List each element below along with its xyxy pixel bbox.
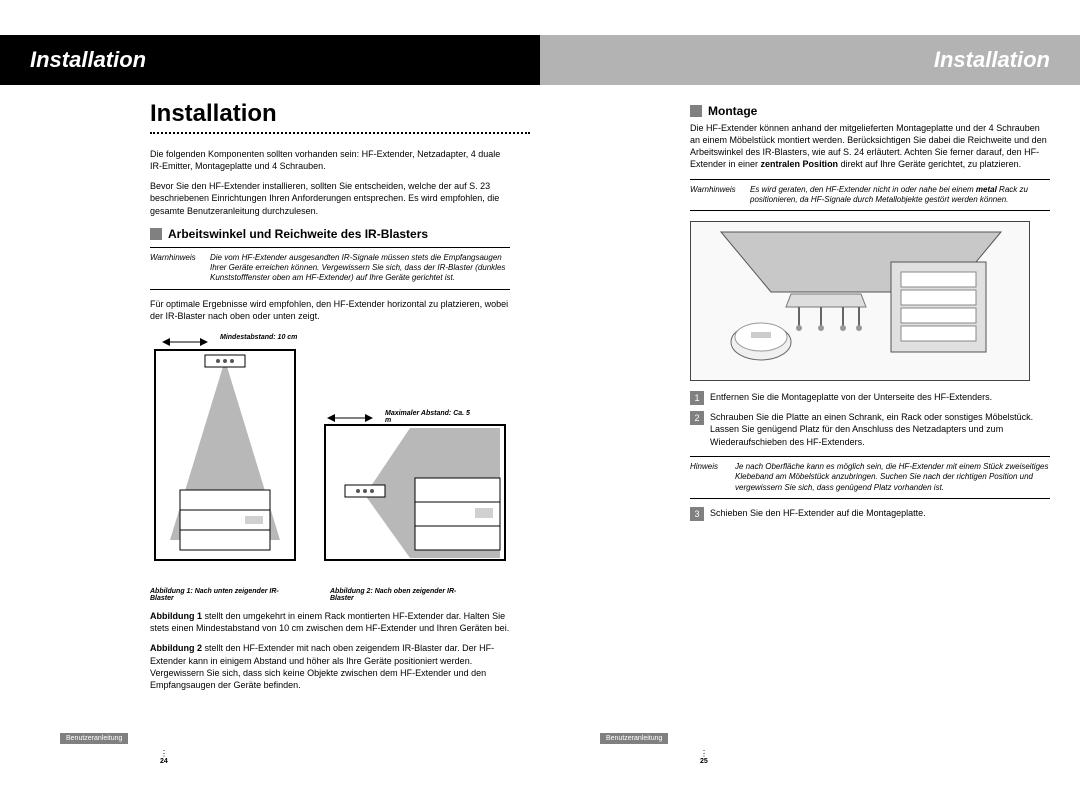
step2-b: Lassen Sie genügend Platz für den Anschl…: [710, 424, 1003, 446]
mount-figure: [690, 221, 1030, 381]
montage-intro-bold: zentralen Position: [761, 159, 839, 169]
para-optimal: Für optimale Ergebnisse wird empfohlen, …: [150, 298, 510, 322]
figure-svg: [150, 330, 510, 580]
warn-r-bold: metal: [976, 185, 997, 194]
footer-dots-left: ⋮: [60, 749, 510, 758]
step-text-1: Entfernen Sie die Montageplatte von der …: [710, 391, 1050, 405]
footer-pagenum-left: 24: [60, 758, 510, 765]
dotted-rule: [150, 132, 530, 134]
step-text-2: Schrauben Sie die Platte an einen Schran…: [710, 411, 1050, 447]
mount-svg: [691, 222, 1031, 382]
montage-title: Montage: [708, 104, 757, 118]
abb2-text: stellt den HF-Extender mit nach oben zei…: [150, 643, 494, 689]
warn-label: Warnhinweis: [150, 253, 210, 284]
intro-p1: Die folgenden Komponenten sollten vorhan…: [150, 148, 510, 172]
hint-box: Hinweis Je nach Oberfläche kann es mögli…: [690, 456, 1050, 499]
step2-a: Schrauben Sie die Platte an einen Schran…: [710, 412, 1033, 422]
header-title-left: Installation: [30, 47, 146, 73]
fig-label-max: Maximaler Abstand: Ca. 5 m: [385, 410, 475, 424]
step-3: 3 Schieben Sie den HF-Extender auf die M…: [690, 507, 1050, 521]
main-heading: Installation: [150, 100, 510, 128]
warn-r-a: Es wird geraten, den HF-Extender nicht i…: [750, 185, 976, 194]
step-2: 2 Schrauben Sie die Platte an einen Schr…: [690, 411, 1050, 447]
fig-cap-2: Abbildung 2: Nach oben zeigender IR-Blas…: [330, 588, 480, 602]
footer-left: Benutzeranleitung ⋮ 24: [60, 727, 510, 765]
section1-title: Arbeitswinkel und Reichweite des IR-Blas…: [168, 227, 428, 241]
header-bar-left: Installation: [0, 35, 540, 85]
warn-label-r: Warnhinweis: [690, 185, 750, 206]
footer-pagenum-right: 25: [600, 758, 1050, 765]
montage-intro-b: direkt auf Ihre Geräte gerichtet, zu pla…: [838, 159, 1021, 169]
footer-dots-right: ⋮: [600, 749, 1050, 758]
warning-box-right: Warnhinweis Es wird geraten, den HF-Exte…: [690, 179, 1050, 212]
hint-label: Hinweis: [690, 462, 735, 493]
abb1-bold: Abbildung 1: [150, 611, 202, 621]
footer-right: Benutzeranleitung ⋮ 25: [600, 727, 1050, 765]
fig-caption-row: Abbildung 1: Nach unten zeigender IR-Bla…: [150, 588, 510, 602]
content-left: Installation Die folgenden Komponenten s…: [150, 100, 510, 699]
warn-text: Die vom HF-Extender ausgesandten IR-Sign…: [210, 253, 510, 284]
section-montage-header: Montage: [690, 104, 1050, 118]
section-square-icon: [150, 228, 162, 240]
intro-p2: Bevor Sie den HF-Extender installieren, …: [150, 180, 510, 216]
abb1-para: Abbildung 1 stellt den umgekehrt in eine…: [150, 610, 510, 634]
fig-cap-1: Abbildung 1: Nach unten zeigender IR-Bla…: [150, 588, 300, 602]
abb1-text: stellt den umgekehrt in einem Rack monti…: [150, 611, 509, 633]
abb2-bold: Abbildung 2: [150, 643, 202, 653]
warn-text-r: Es wird geraten, den HF-Extender nicht i…: [750, 185, 1050, 206]
page-left: Installation Installation Die folgenden …: [0, 0, 540, 785]
footer-label-right: Benutzeranleitung: [600, 733, 668, 744]
hint-text: Je nach Oberfläche kann es möglich sein,…: [735, 462, 1050, 493]
abb2-para: Abbildung 2 stellt den HF-Extender mit n…: [150, 642, 510, 691]
step-1: 1 Entfernen Sie die Montageplatte von de…: [690, 391, 1050, 405]
step-text-3: Schieben Sie den HF-Extender auf die Mon…: [710, 507, 1050, 521]
montage-intro: Die HF-Extender können anhand der mitgel…: [690, 122, 1050, 171]
step-num-3: 3: [690, 507, 704, 521]
header-title-right: Installation: [934, 47, 1050, 73]
figure-area: Mindestabstand: 10 cm Maximaler Abstand:…: [150, 330, 510, 580]
page-right: Installation Montage Die HF-Extender kön…: [540, 0, 1080, 785]
warning-box-left: Warnhinweis Die vom HF-Extender ausgesan…: [150, 247, 510, 290]
fig-label-min: Mindestabstand: 10 cm: [220, 334, 297, 341]
step-num-1: 1: [690, 391, 704, 405]
section-square-icon-2: [690, 105, 702, 117]
section1-header: Arbeitswinkel und Reichweite des IR-Blas…: [150, 227, 510, 241]
header-bar-right: Installation: [540, 35, 1080, 85]
content-right: Montage Die HF-Extender können anhand de…: [690, 100, 1050, 527]
footer-label-left: Benutzeranleitung: [60, 733, 128, 744]
step-num-2: 2: [690, 411, 704, 425]
